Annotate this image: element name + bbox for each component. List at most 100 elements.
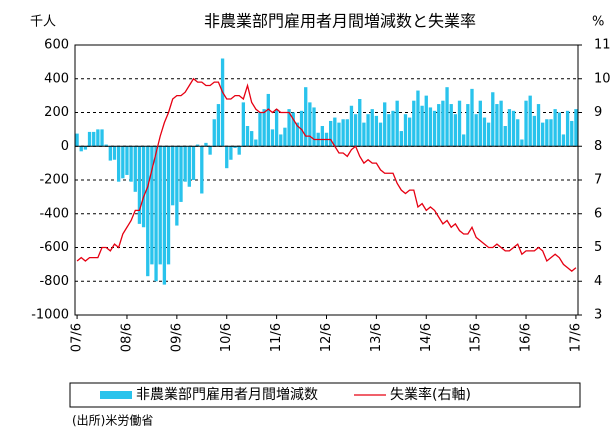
bar <box>511 110 516 147</box>
bar <box>545 119 549 147</box>
bar <box>432 110 437 147</box>
bar <box>486 122 491 147</box>
x-tick-label: 08/6 <box>119 323 134 352</box>
bar <box>250 131 254 147</box>
bar <box>179 146 183 202</box>
bar <box>449 104 453 147</box>
bar <box>420 105 424 147</box>
legend-label: 非農業部門雇用者月間増減数 <box>136 386 318 403</box>
bar <box>428 107 433 147</box>
bar <box>233 146 237 148</box>
line <box>76 77 577 272</box>
bar <box>320 126 325 147</box>
bar <box>553 109 557 147</box>
bar <box>337 122 341 147</box>
y2-tick-label: 11 <box>594 38 610 53</box>
bar <box>437 104 441 147</box>
y2-tick-label: 5 <box>594 240 602 255</box>
bar <box>424 95 428 147</box>
bar <box>312 107 316 147</box>
bar <box>175 146 179 226</box>
bar <box>121 146 125 179</box>
bar <box>391 110 395 147</box>
y2-tick-label: 8 <box>594 139 602 154</box>
bar <box>574 109 578 147</box>
bar <box>565 110 570 147</box>
legend-swatch <box>100 391 132 399</box>
bar <box>412 100 416 147</box>
bar <box>241 102 246 147</box>
bar <box>395 100 399 147</box>
bar <box>270 129 275 147</box>
bar <box>399 131 403 147</box>
y-tick-label: 400 <box>44 71 69 86</box>
bar <box>374 115 379 147</box>
bar <box>237 146 241 155</box>
bar <box>366 114 370 147</box>
bar <box>287 109 291 147</box>
bar <box>212 119 216 147</box>
bar <box>150 146 154 265</box>
y-tick-label: -600 <box>39 240 69 255</box>
bar <box>416 90 420 147</box>
bar <box>258 112 262 147</box>
bar <box>204 142 208 147</box>
y2-unit: % <box>592 15 604 30</box>
y2-tick-label: 4 <box>594 274 602 289</box>
bar <box>549 119 553 147</box>
bar <box>536 104 541 147</box>
x-tick-label: 14/6 <box>419 323 434 352</box>
bar <box>349 105 354 147</box>
bar <box>254 139 258 147</box>
x-tick-label: 15/6 <box>469 323 484 352</box>
bar <box>162 146 167 285</box>
bar <box>353 114 358 147</box>
bar <box>528 95 532 147</box>
bar <box>200 146 204 194</box>
bar <box>92 131 96 147</box>
x-tick-label: 13/6 <box>369 323 384 352</box>
bar <box>570 120 574 147</box>
bar <box>279 134 283 147</box>
bar <box>229 146 233 160</box>
chart-title: 非農業部門雇用者月間増減数と失業率 <box>204 12 476 31</box>
x-tick-label: 16/6 <box>519 323 534 352</box>
y-tick-label: -1000 <box>31 308 69 323</box>
y-tick-label: -800 <box>39 274 69 289</box>
bar <box>262 109 266 147</box>
bar <box>453 114 458 147</box>
bar <box>441 100 445 147</box>
bar <box>266 93 270 147</box>
bar <box>133 146 137 192</box>
bar <box>532 115 537 147</box>
bar <box>466 104 470 147</box>
y-tick-label: -200 <box>39 173 69 188</box>
x-tick-label: 11/6 <box>269 323 284 352</box>
bar <box>274 109 279 147</box>
bar <box>358 99 362 147</box>
bar <box>341 119 345 147</box>
bar <box>561 134 566 147</box>
bar <box>491 92 495 147</box>
y-tick-label: 0 <box>61 139 69 154</box>
bar <box>208 146 212 155</box>
bar <box>129 146 133 182</box>
x-tick-label: 10/6 <box>219 323 234 352</box>
bar <box>445 87 449 147</box>
bar <box>457 100 462 147</box>
bar <box>137 146 142 224</box>
bar <box>299 110 304 147</box>
bar <box>96 129 100 147</box>
bar <box>383 102 387 147</box>
bar <box>387 114 391 147</box>
legend-box <box>69 382 581 408</box>
bar <box>108 146 112 161</box>
bar <box>104 144 108 147</box>
bar <box>183 146 187 182</box>
bar <box>87 131 92 147</box>
bar <box>499 100 503 147</box>
bar <box>216 104 221 147</box>
bar <box>328 120 333 147</box>
bar <box>191 146 196 180</box>
